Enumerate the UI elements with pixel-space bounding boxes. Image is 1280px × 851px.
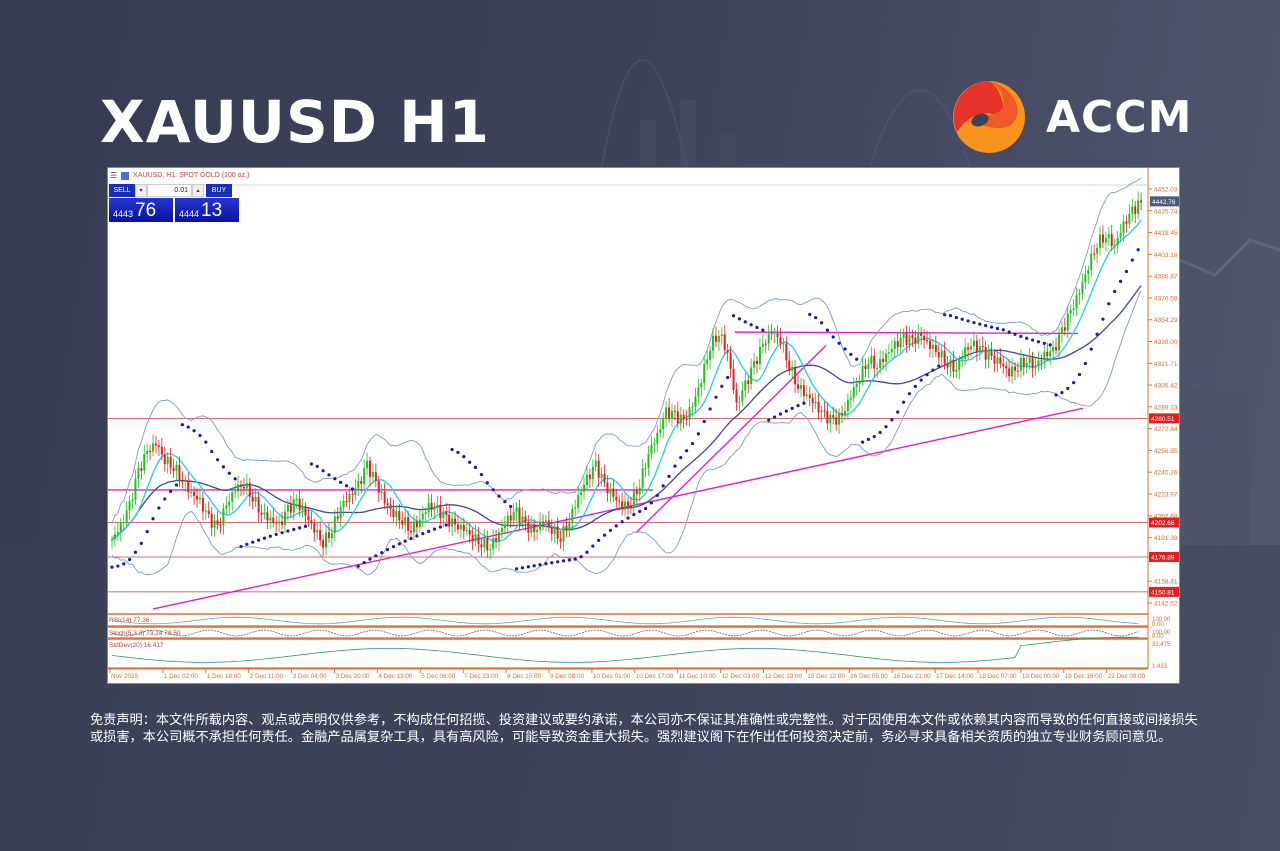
brand-name: ACCM (1046, 91, 1193, 143)
svg-text:Stoch(5,3,3) 73.24 78.50: Stoch(5,3,3) 73.24 78.50 (109, 630, 181, 637)
svg-text:7 Dec 23:00: 7 Dec 23:00 (464, 673, 498, 680)
svg-text:15 Dec 12:00: 15 Dec 12:00 (807, 673, 845, 680)
brand-logo: ACCM (952, 80, 1192, 154)
svg-text:16 Dec 05:00: 16 Dec 05:00 (850, 673, 888, 680)
svg-text:4338.00: 4338.00 (1154, 339, 1178, 346)
svg-text:12 Dec 19:00: 12 Dec 19:00 (765, 673, 803, 680)
svg-text:4354.29: 4354.29 (1154, 317, 1178, 324)
svg-text:32.475: 32.475 (1152, 642, 1171, 648)
buy-button[interactable]: BUY (206, 184, 232, 197)
svg-text:4419.45: 4419.45 (1154, 230, 1178, 237)
svg-text:3 Dec 20:00: 3 Dec 20:00 (336, 673, 370, 680)
svg-text:4321.71: 4321.71 (1154, 361, 1178, 368)
sell-button[interactable]: SELL (109, 184, 135, 197)
trading-chart[interactable]: 4452.03 4435.74 4419.45 4403.16 4386.87 4370.… (107, 167, 1180, 684)
svg-text:2 Dec 11:00: 2 Dec 11:00 (250, 673, 284, 680)
svg-text:4158.81: 4158.81 (1154, 579, 1178, 586)
svg-text:4 Dec 13:00: 4 Dec 13:00 (378, 673, 412, 680)
svg-text:3 Dec 04:00: 3 Dec 04:00 (293, 673, 327, 680)
buy-price-pips: 13 (201, 200, 223, 221)
svg-text:RSI(14) 77.36: RSI(14) 77.36 (109, 617, 150, 624)
svg-text:100.00: 100.00 (1152, 630, 1171, 636)
svg-text:4150.81: 4150.81 (1151, 589, 1175, 596)
svg-text:4202.66: 4202.66 (1151, 520, 1175, 527)
svg-text:0.00: 0.00 (1152, 634, 1164, 640)
sell-price-box[interactable]: 4443 76 (109, 198, 173, 222)
buy-price-prefix: 4444 (179, 209, 200, 219)
svg-text:17 Dec 14:00: 17 Dec 14:00 (936, 673, 974, 680)
svg-text:4240.26: 4240.26 (1154, 470, 1178, 477)
svg-text:18 Dec 07:00: 18 Dec 07:00 (979, 673, 1017, 680)
svg-text:4142.52: 4142.52 (1154, 600, 1178, 607)
one-click-trading-panel: SELL ▾ 0.01 ▴ BUY 4443 76 4444 13 (109, 184, 239, 222)
svg-text:5 Dec 06:00: 5 Dec 06:00 (421, 673, 455, 680)
price-chart-canvas[interactable]: 4452.03 4435.74 4419.45 4403.16 4386.87 4370.… (108, 168, 1179, 683)
svg-text:4280.51: 4280.51 (1151, 416, 1175, 423)
lot-size-input[interactable]: 0.01 (147, 184, 192, 197)
svg-text:StdDev(20) 16.417: StdDev(20) 16.417 (109, 642, 164, 649)
symbol-label: XAUUSD, H1: SPOT GOLD (100 oz.) (133, 172, 250, 179)
svg-text:11 Dec 10:00: 11 Dec 10:00 (679, 673, 716, 680)
svg-text:1 Dec 18:00: 1 Dec 18:00 (207, 673, 241, 680)
svg-text:0.00: 0.00 (1152, 622, 1164, 628)
svg-text:4435.74: 4435.74 (1154, 208, 1178, 215)
svg-text:12 Dec 03:00: 12 Dec 03:00 (722, 673, 760, 680)
svg-text:4452.03: 4452.03 (1154, 186, 1178, 193)
svg-text:4207.68: 4207.68 (1154, 513, 1178, 520)
buy-price-box[interactable]: 4444 13 (175, 198, 239, 222)
sell-price-prefix: 4443 (113, 209, 134, 219)
svg-text:4272.84: 4272.84 (1154, 426, 1178, 433)
svg-text:4289.13: 4289.13 (1154, 404, 1178, 411)
svg-text:4223.97: 4223.97 (1154, 492, 1178, 499)
svg-text:1.433: 1.433 (1152, 664, 1168, 670)
svg-text:100.00: 100.00 (1152, 617, 1171, 623)
disclaimer-text: 免责声明：本文件所载内容、观点或声明仅供参考，不构成任何招揽、投资建议或要约承诺… (90, 713, 1198, 745)
svg-text:Nov 2025: Nov 2025 (111, 673, 138, 680)
svg-text:4256.55: 4256.55 (1154, 448, 1178, 455)
svg-text:22 Dec 09:00: 22 Dec 09:00 (1108, 673, 1146, 680)
sell-price-pips: 76 (135, 200, 157, 221)
svg-text:9 Dec 08:00: 9 Dec 08:00 (550, 673, 584, 680)
svg-text:4386.87: 4386.87 (1154, 274, 1178, 281)
svg-text:10 Dec 01:00: 10 Dec 01:00 (593, 673, 631, 680)
chart-type-icon (121, 171, 130, 180)
menu-icon[interactable]: ☰ (110, 171, 118, 180)
svg-text:4176.89: 4176.89 (1151, 554, 1175, 561)
svg-text:4305.42: 4305.42 (1154, 383, 1178, 390)
svg-text:4403.16: 4403.16 (1154, 252, 1178, 259)
svg-text:1 Dec 02:00: 1 Dec 02:00 (164, 673, 198, 680)
svg-text:4370.58: 4370.58 (1154, 295, 1178, 302)
accm-logo-icon (953, 81, 1025, 153)
page-title: XAUUSD H1 (100, 88, 491, 156)
lot-increase-button[interactable]: ▴ (192, 184, 204, 197)
svg-text:8 Dec 15:00: 8 Dec 15:00 (507, 673, 541, 680)
svg-text:4442.76: 4442.76 (1152, 199, 1176, 206)
svg-text:10 Dec 17:00: 10 Dec 17:00 (636, 673, 674, 680)
svg-text:19 Dec 16:00: 19 Dec 16:00 (1065, 673, 1103, 680)
chart-header: ☰ XAUUSD, H1: SPOT GOLD (100 oz.) (108, 168, 1150, 183)
svg-text:19 Dec 00:00: 19 Dec 00:00 (1022, 673, 1060, 680)
svg-text:16 Dec 21:00: 16 Dec 21:00 (893, 673, 931, 680)
svg-text:4191.39: 4191.39 (1154, 535, 1178, 542)
lot-decrease-button[interactable]: ▾ (135, 184, 147, 197)
